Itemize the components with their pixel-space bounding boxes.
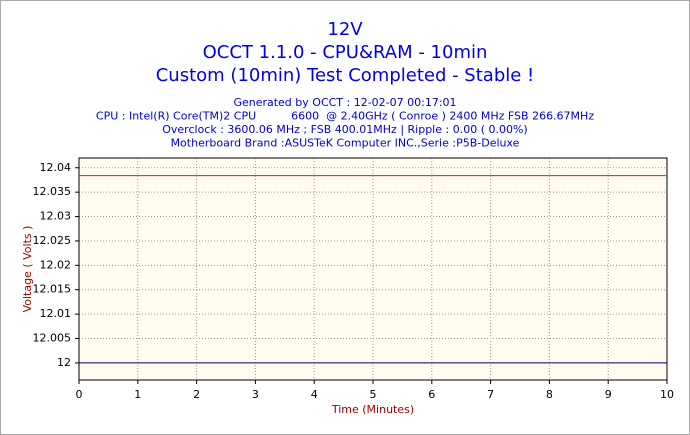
x-tick-label: 8 bbox=[546, 388, 553, 401]
x-tick-label: 4 bbox=[311, 388, 318, 401]
x-tick-label: 2 bbox=[193, 388, 200, 401]
x-axis-label: Time (Minutes) bbox=[331, 403, 414, 416]
y-tick-label: 12.04 bbox=[40, 161, 72, 174]
x-tick-label: 0 bbox=[76, 388, 83, 401]
y-tick-label: 12.015 bbox=[33, 283, 72, 296]
y-tick-label: 12.02 bbox=[40, 258, 72, 271]
y-axis-label: Voltage ( Volts ) bbox=[21, 226, 34, 313]
chart-title: OCCT 1.1.0 - CPU&RAM - 10min bbox=[203, 42, 488, 63]
y-tick-label: 12.035 bbox=[33, 185, 72, 198]
chart-subtitle: Motherboard Brand :ASUSTeK Computer INC.… bbox=[171, 137, 520, 150]
x-tick-label: 6 bbox=[428, 388, 435, 401]
x-tick-label: 10 bbox=[660, 388, 674, 401]
y-tick-label: 12.01 bbox=[40, 307, 72, 320]
y-tick-label: 12.005 bbox=[33, 332, 72, 345]
y-tick-label: 12.025 bbox=[33, 234, 72, 247]
chart-subtitle: CPU : Intel(R) Core(TM)2 CPU 6600 @ 2.40… bbox=[96, 110, 594, 123]
plot-border bbox=[78, 157, 668, 381]
x-tick-label: 9 bbox=[605, 388, 612, 401]
x-tick-label: 7 bbox=[487, 388, 494, 401]
y-tick-label: 12 bbox=[57, 356, 71, 369]
x-tick-label: 5 bbox=[370, 388, 377, 401]
chart-title: Custom (10min) Test Completed - Stable ! bbox=[156, 65, 535, 86]
x-tick-label: 1 bbox=[134, 388, 141, 401]
chart-title: 12V bbox=[327, 19, 363, 40]
chart-subtitle: Generated by OCCT : 12-02-07 00:17:01 bbox=[233, 96, 456, 109]
chart-subtitle: Overclock : 3600.06 MHz ; FSB 400.01MHz … bbox=[162, 123, 527, 136]
x-tick-label: 3 bbox=[252, 388, 259, 401]
y-tick-label: 12.03 bbox=[40, 210, 72, 223]
